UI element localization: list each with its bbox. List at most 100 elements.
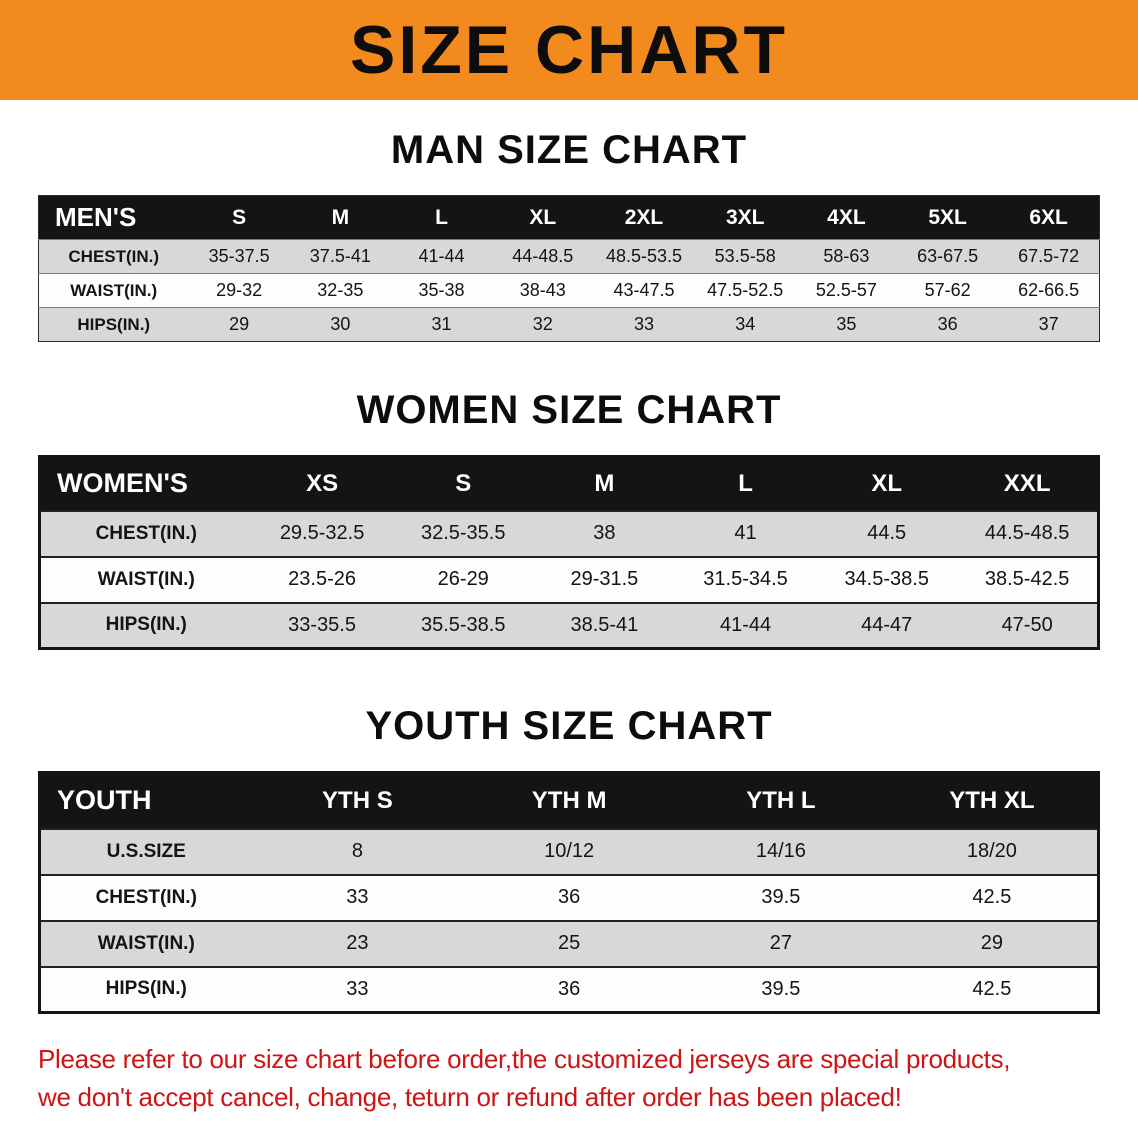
size-value: 53.5-58: [714, 246, 776, 266]
size-value: 33: [633, 314, 654, 334]
size-value: 29.5-32.5: [279, 522, 365, 544]
size-value: 67.5-72: [1018, 246, 1080, 266]
size-value: 32-35: [317, 280, 364, 300]
size-value: 25: [558, 932, 581, 954]
size-value: 39.5: [761, 977, 801, 1000]
size-value: 58-63: [823, 246, 870, 266]
size-value: 29-32: [216, 280, 263, 300]
size-value: 23: [346, 932, 369, 954]
size-value: 29-31.5: [570, 568, 639, 590]
size-column-header: S: [455, 469, 472, 497]
size-value: 33: [346, 886, 369, 908]
size-column-header: 3XL: [725, 205, 765, 229]
row-label: HIPS(IN.): [105, 978, 187, 1000]
size-column-header: 5XL: [928, 205, 967, 229]
size-value: 29: [229, 314, 250, 334]
size-value: 38-43: [519, 280, 566, 300]
size-column-header: 2XL: [624, 205, 664, 229]
size-value: 36: [558, 977, 581, 1000]
size-column-header: 6XL: [1029, 205, 1068, 229]
table-corner-label: MEN'S: [55, 202, 137, 232]
size-value: 31: [431, 314, 452, 334]
size-value: 42.5: [972, 886, 1012, 908]
size-value: 35-37.5: [208, 246, 270, 266]
size-value: 31.5-34.5: [703, 568, 788, 590]
table-row: HIPS(IN.) 33-35.5 35.5-38.5 38.5-41 41-44 44-…: [39, 602, 1099, 649]
table-corner-label: YOUTH: [57, 785, 152, 816]
size-column-header: S: [232, 205, 247, 229]
table-row: WAIST(IN.) 23.5-26 26-29 29-31.5 31.5-34.5 34…: [39, 556, 1099, 603]
size-column-header: L: [435, 205, 448, 229]
row-label: CHEST(IN.): [95, 886, 197, 908]
size-value: 35-38: [418, 280, 465, 300]
row-label: WAIST(IN.): [97, 932, 195, 954]
size-value: 14/16: [755, 840, 806, 862]
size-value: 44.5-48.5: [984, 522, 1070, 544]
size-column-header: YTH M: [531, 786, 607, 814]
man-size-chart-heading: MAN SIZE CHART: [390, 128, 748, 172]
size-column-header: XXL: [1003, 469, 1051, 497]
size-value: 42.5: [972, 977, 1012, 1000]
size-chart-banner: SIZE CHART: [0, 0, 1138, 100]
size-value: 43-47.5: [613, 280, 675, 300]
size-value: 38.5-42.5: [984, 568, 1070, 590]
size-value: 44-48.5: [512, 246, 574, 266]
size-value: 29: [980, 932, 1003, 954]
size-value: 36: [937, 314, 958, 334]
size-column-header: M: [594, 469, 615, 497]
size-value: 34.5-38.5: [844, 568, 929, 590]
disclaimer-line-1: Please refer to our size chart before or…: [38, 1044, 1011, 1074]
size-value: 32: [532, 314, 553, 334]
size-chart-title: SIZE CHART: [350, 12, 788, 88]
row-label: WAIST(IN.): [70, 280, 158, 300]
table-row: HIPS(IN.) 33 36 39.5 42.5: [39, 966, 1099, 1013]
table-row: CHEST(IN.) 29.5-32.5 32.5-35.5 38 41 44.5 44.5…: [39, 510, 1099, 557]
row-label: CHEST(IN.): [68, 246, 160, 266]
size-value: 35.5-38.5: [420, 613, 506, 636]
size-value: 30: [330, 314, 351, 334]
size-value: 23.5-26: [288, 568, 356, 590]
disclaimer-text: Please refer to our size chart before or…: [0, 1040, 1138, 1116]
size-value: 44-47: [861, 613, 913, 636]
row-label: CHEST(IN.): [95, 522, 197, 544]
size-value: 38.5-41: [570, 613, 639, 636]
size-column-header: YTH S: [322, 786, 393, 814]
size-value: 38: [593, 522, 616, 544]
size-column-header: XL: [529, 205, 557, 229]
size-value: 39.5: [761, 886, 801, 908]
row-label: U.S.SIZE: [106, 840, 186, 862]
size-value: 41-44: [418, 246, 465, 266]
table-row: WAIST(IN.) 29-32 32-35 35-38 38-43 43-47.5 47.…: [38, 273, 1100, 308]
youth-size-chart-heading: YOUTH SIZE CHART: [365, 704, 773, 748]
size-value: 32.5-35.5: [420, 522, 506, 544]
table-header-row: WOMEN'S XS S M L XL XXL: [39, 456, 1099, 511]
size-column-header: YTH L: [746, 786, 816, 814]
size-value: 44.5: [867, 522, 907, 544]
size-value: 37: [1038, 314, 1059, 334]
size-value: 35: [836, 314, 857, 334]
size-value: 47-50: [1001, 613, 1053, 636]
women-size-table: WOMEN'S XS S M L XL XXL CHEST(IN.) 29.5-32.5 32.5…: [38, 455, 1100, 650]
table-row: WAIST(IN.) 23 25 27 29: [39, 920, 1099, 967]
row-label: HIPS(IN.): [105, 614, 187, 636]
size-value: 52.5-57: [815, 280, 877, 300]
table-corner-label: WOMEN'S: [57, 468, 188, 499]
disclaimer-line-2: we don't accept cancel, change, teturn o…: [38, 1082, 902, 1112]
size-value: 63-67.5: [917, 246, 979, 266]
size-column-header: M: [331, 205, 350, 229]
size-value: 41-44: [719, 613, 772, 636]
size-value: 36: [558, 886, 581, 908]
size-value: 41: [734, 522, 757, 544]
size-value: 34: [735, 314, 756, 334]
size-value: 62-66.5: [1018, 280, 1080, 300]
row-label: HIPS(IN.): [77, 314, 151, 334]
men-size-table: MEN'S S M L XL 2XL 3XL 4XL 5XL 6XL CHEST(IN.) 35-37…: [38, 195, 1100, 342]
women-size-chart-heading: WOMEN SIZE CHART: [356, 388, 782, 432]
size-value: 18/20: [966, 840, 1017, 862]
size-value: 26-29: [437, 568, 489, 590]
size-value: 8: [351, 840, 363, 862]
size-column-header: YTH XL: [949, 786, 1035, 814]
size-value: 57-62: [924, 280, 971, 300]
table-header-row: YOUTH YTH S YTH M YTH L YTH XL: [39, 772, 1099, 829]
